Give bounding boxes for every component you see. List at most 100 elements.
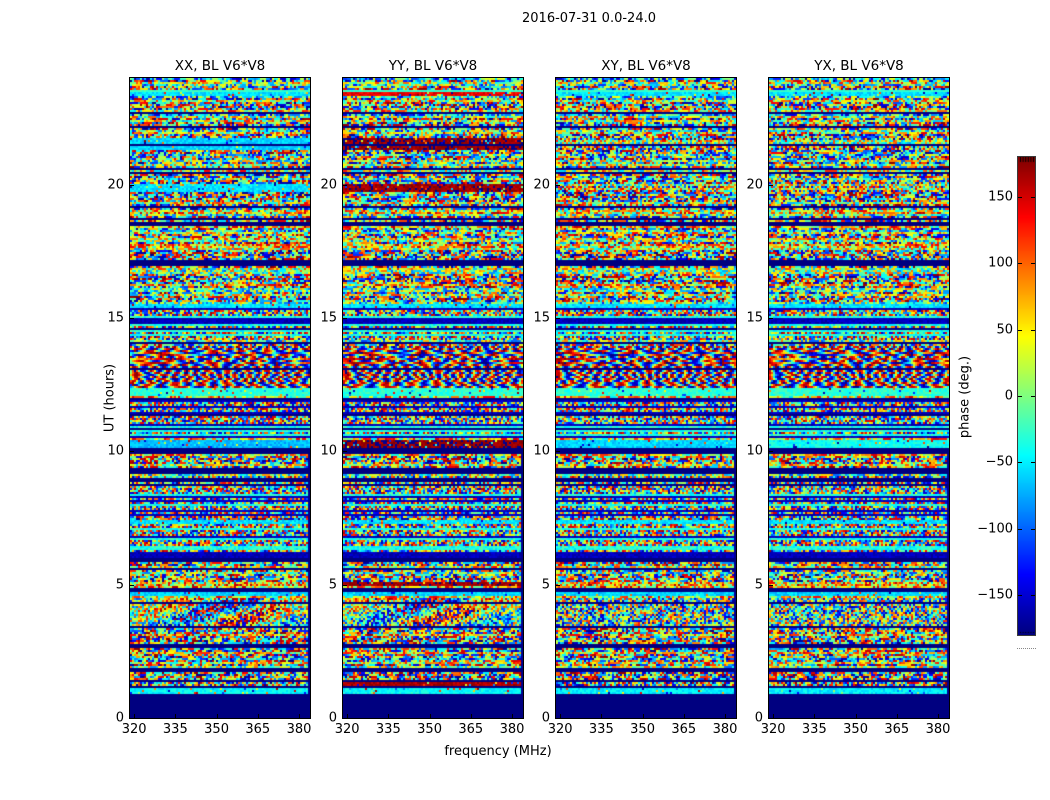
x-tick-label: 335 [588,722,614,737]
x-tick-mark [560,714,561,718]
x-tick-label: 380 [712,722,738,737]
figure-title: 2016-07-31 0.0-24.0 [522,11,656,26]
colorbar-label: phase (deg.) [957,355,973,439]
y-tick-mark [130,585,134,586]
x-tick-mark [388,714,389,718]
x-tick-mark [471,714,472,718]
x-tick-label: 350 [417,722,442,737]
x-tick-mark [512,714,513,718]
x-tick-mark [814,714,815,718]
y-tick-mark [130,185,134,186]
y-tick-label: 20 [107,177,124,193]
x-tick-label: 365 [458,722,484,737]
y-tick-mark [556,451,560,452]
colorbar-tick-mark [1031,529,1035,530]
y-tick-label: 5 [328,577,337,593]
y-tick-label: 10 [107,443,124,459]
x-tick-mark [347,714,348,718]
colorbar-tick-mark [1018,197,1022,198]
y-tick-mark [343,318,347,319]
x-tick-label: 335 [801,722,827,737]
y-tick-label: 5 [541,577,550,593]
x-tick-label: 380 [499,722,525,737]
x-tick-label: 365 [884,722,910,737]
x-tick-label: 320 [547,722,573,737]
x-tick-mark [897,714,898,718]
x-tick-mark [938,714,939,718]
x-tick-mark [725,714,726,718]
y-tick-label: 5 [754,577,763,593]
y-tick-mark [769,451,773,452]
colorbar-bottom-dotted-mark [1017,648,1036,649]
colorbar-tick-mark [1031,330,1035,331]
colorbar-tick-label: −100 [977,521,1013,537]
x-tick-label: 320 [121,722,147,737]
y-tick-label: 20 [320,177,337,193]
y-tick-label: 20 [533,177,550,193]
y-tick-label: 10 [533,443,550,459]
y-tick-label: 0 [115,710,124,726]
colorbar-tick-label: 0 [1004,388,1013,404]
x-tick-mark [684,714,685,718]
y-tick-label: 20 [746,177,763,193]
y-tick-label: 15 [107,310,124,326]
colorbar-tick-mark [1018,330,1022,331]
y-tick-label: 0 [541,710,550,726]
colorbar-gradient [1017,156,1036,636]
y-tick-mark [343,185,347,186]
y-tick-mark [343,585,347,586]
y-tick-mark [556,718,560,719]
y-tick-label: 0 [328,710,337,726]
panel-xx-axes [129,77,311,719]
x-tick-mark [258,714,259,718]
panel-yx-axes [768,77,950,719]
y-tick-mark [769,185,773,186]
y-tick-label: 15 [533,310,550,326]
x-tick-mark [856,714,857,718]
heatmap-canvas-yx [769,78,949,718]
x-tick-label: 320 [760,722,786,737]
x-axis-label: frequency (MHz) [444,744,552,759]
panel-title-xx: XX, BL V6*V8 [174,58,266,74]
colorbar-tick-mark [1031,396,1035,397]
panel-title-yx: YX, BL V6*V8 [814,58,904,74]
x-tick-mark [601,714,602,718]
y-tick-label: 5 [115,577,124,593]
colorbar-tick-mark [1018,529,1022,530]
x-tick-label: 380 [286,722,312,737]
colorbar-tick-label: −150 [977,587,1013,603]
colorbar-tick-label: 100 [988,255,1013,271]
heatmap-canvas-xy [556,78,736,718]
x-tick-mark [134,714,135,718]
x-tick-mark [773,714,774,718]
colorbar-canvas [1018,157,1035,635]
y-tick-mark [130,718,134,719]
y-tick-mark [769,718,773,719]
colorbar-tick-mark [1018,462,1022,463]
colorbar-tick-label: −50 [985,454,1013,470]
colorbar-tick-mark [1018,396,1022,397]
x-tick-mark [430,714,431,718]
x-tick-label: 380 [925,722,951,737]
heatmap-canvas-yy [343,78,523,718]
y-axis-label: UT (hours) [102,363,118,433]
colorbar-tick-mark [1018,595,1022,596]
y-tick-label: 10 [746,443,763,459]
x-tick-mark [299,714,300,718]
x-tick-mark [643,714,644,718]
colorbar-tick-mark [1031,595,1035,596]
colorbar-tick-mark [1018,263,1022,264]
x-tick-mark [217,714,218,718]
y-tick-mark [769,585,773,586]
heatmap-canvas-xx [130,78,310,718]
y-tick-mark [556,185,560,186]
y-tick-mark [130,318,134,319]
x-tick-label: 350 [630,722,655,737]
y-tick-mark [343,451,347,452]
x-tick-label: 365 [245,722,271,737]
x-tick-label: 350 [843,722,868,737]
colorbar-tick-label: 50 [996,322,1013,338]
x-tick-label: 320 [334,722,360,737]
y-tick-mark [769,318,773,319]
